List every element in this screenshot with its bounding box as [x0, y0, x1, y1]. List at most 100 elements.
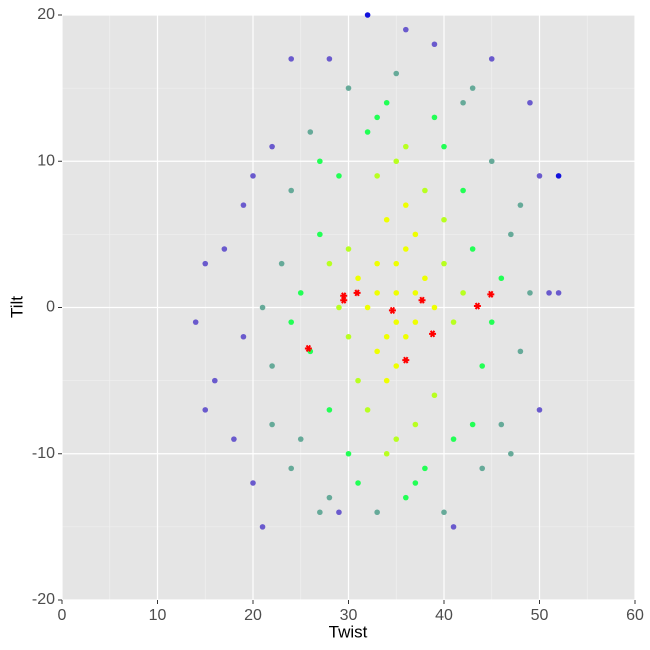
point: [326, 260, 333, 267]
point: [403, 202, 409, 208]
point: [422, 187, 428, 194]
point: [441, 509, 447, 516]
point: [355, 275, 361, 282]
point: [288, 56, 295, 62]
point: [336, 304, 342, 311]
point: [221, 246, 228, 252]
point: [250, 480, 256, 486]
point: [403, 246, 409, 252]
point: [536, 173, 543, 179]
point: [469, 85, 476, 91]
point: [259, 304, 266, 311]
point: [441, 260, 447, 267]
point: [288, 465, 295, 472]
point: [460, 99, 466, 106]
point: [460, 187, 466, 194]
point: [412, 480, 419, 486]
point: [383, 99, 390, 106]
point: [393, 158, 400, 165]
point: [317, 158, 323, 165]
point: [536, 407, 543, 413]
point: [383, 377, 390, 384]
point: [488, 158, 495, 165]
point: [498, 275, 505, 282]
point: [546, 290, 552, 296]
point: [345, 333, 352, 340]
point: [317, 509, 323, 516]
point: [479, 465, 486, 472]
point: [383, 450, 390, 457]
point: [555, 290, 562, 296]
point: [418, 296, 426, 304]
point: [450, 524, 457, 530]
point: [479, 363, 486, 369]
point: [240, 202, 247, 208]
point: [441, 216, 447, 223]
point: [278, 260, 285, 267]
point: [336, 509, 342, 516]
point: [403, 143, 409, 150]
point: [473, 302, 481, 310]
point: [450, 436, 457, 442]
point: [508, 450, 514, 457]
point: [488, 319, 495, 325]
point: [355, 480, 361, 486]
point: [374, 114, 380, 121]
point: [383, 216, 390, 223]
point: [431, 41, 438, 48]
point: [297, 290, 304, 296]
point: [340, 296, 348, 304]
point: [192, 319, 199, 325]
point: [393, 436, 400, 442]
point: [269, 421, 275, 428]
point: [269, 143, 275, 150]
point: [431, 114, 438, 121]
point: [422, 275, 428, 282]
point: [212, 377, 218, 384]
point: [488, 56, 495, 62]
point: [412, 421, 419, 428]
point: [353, 289, 361, 297]
point: [374, 173, 380, 179]
point: [374, 509, 380, 516]
point: [412, 290, 419, 296]
point: [487, 290, 495, 298]
point: [393, 319, 400, 325]
y-tick-label: 0: [46, 299, 55, 316]
point: [441, 143, 447, 150]
x-tick-label: 30: [340, 607, 358, 624]
point: [345, 450, 352, 457]
point: [364, 129, 371, 135]
x-axis-title: Twist: [329, 622, 368, 641]
point: [259, 524, 266, 530]
point: [364, 407, 371, 413]
point: [403, 26, 409, 33]
point: [527, 99, 533, 106]
point: [297, 436, 304, 442]
point: [326, 494, 333, 501]
point: [527, 290, 533, 296]
point: [374, 290, 380, 296]
point: [393, 363, 400, 369]
point: [469, 246, 476, 252]
y-tick-label: -10: [32, 445, 55, 462]
point: [517, 202, 524, 208]
point: [412, 319, 419, 325]
point: [304, 344, 312, 352]
point: [555, 173, 562, 179]
point: [412, 231, 419, 238]
point: [288, 319, 295, 325]
y-tick-label: 20: [37, 6, 55, 23]
point: [460, 290, 466, 296]
point: [336, 173, 342, 179]
point: [383, 333, 390, 340]
point: [393, 260, 400, 267]
point: [374, 348, 380, 355]
point: [374, 260, 380, 267]
x-tick-label: 0: [58, 607, 67, 624]
point: [288, 187, 295, 194]
points: [192, 12, 562, 530]
x-tick-label: 60: [626, 607, 644, 624]
point: [345, 85, 352, 91]
